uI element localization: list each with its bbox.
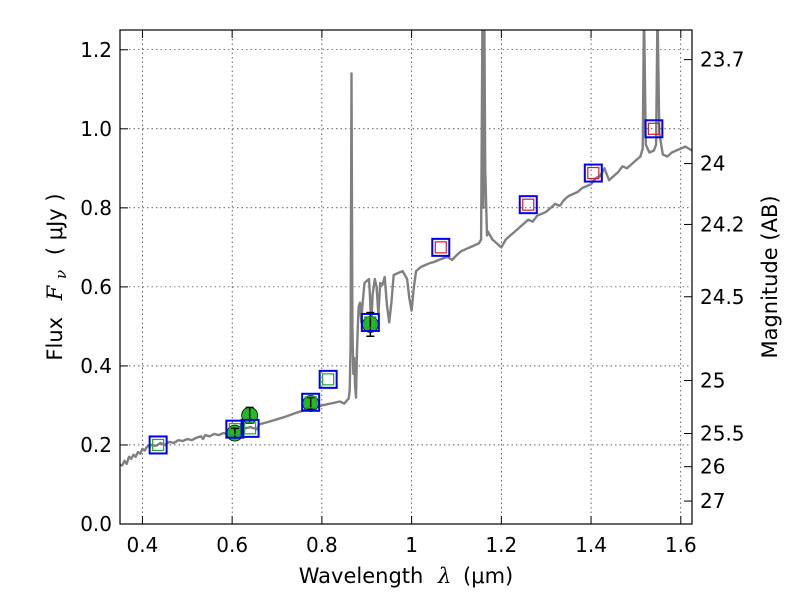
synthetic-photometry-square [301, 392, 321, 412]
y-tick-label: 1.0 [80, 117, 112, 141]
x-tick-label: 1.2 [485, 533, 517, 557]
synthetic-photometry-inner-square [364, 316, 377, 329]
y2-tick-label: 24 [700, 152, 725, 176]
x-tick-label: 1.4 [575, 533, 607, 557]
x-tick-label: 0.8 [306, 533, 338, 557]
y2-tick-label: 23.7 [700, 48, 745, 72]
synthetic-photometry-inner-square [228, 423, 241, 436]
x-tick-label: 1 [405, 533, 418, 557]
synthetic-photometry-square [644, 119, 664, 139]
y2-tick-label: 24.2 [700, 212, 745, 236]
synthetic-photometry-square [583, 163, 603, 183]
x-tick-label: 0.6 [216, 533, 248, 557]
y2-tick-label: 24.5 [700, 285, 745, 309]
y2-tick-label: 25.5 [700, 421, 745, 445]
x-axis-label: Wavelength λ (μm) [299, 564, 513, 588]
y-tick-label: 0.8 [80, 196, 112, 220]
y-tick-label: 0.0 [80, 512, 112, 536]
y-tick-label: 0.6 [80, 275, 112, 299]
plot-frame [119, 29, 693, 525]
synthetic-photometry-inner-square [522, 198, 535, 211]
synthetic-photometry-inner-square [304, 396, 317, 409]
synthetic-photometry-square [225, 419, 245, 439]
y-tick-label: 0.4 [80, 354, 112, 378]
data-layer [120, 30, 692, 467]
synthetic-photometry-square [318, 369, 338, 389]
synthetic-photometry-square [240, 418, 260, 438]
synthetic-photometry-inner-square [434, 241, 447, 254]
axis-ticks: 0.4 0.6 0.8 1 1.2 1.4 1.6 0.0 0.2 0.4 0.6 0.8 1.0 1.2… [80, 30, 745, 557]
synthetic-photometry-inner-square [587, 166, 600, 180]
synthetic-photometry-inner-square [244, 422, 257, 435]
synthetic-photometry-inner-square [322, 373, 335, 386]
synthetic-photometry-inner-square [152, 438, 165, 452]
y2-axis-label: Magnitude (AB) [758, 195, 782, 358]
x-tick-label: 0.4 [127, 533, 159, 557]
x-tick-label: 1.6 [665, 533, 697, 557]
y2-tick-label: 27 [700, 489, 725, 513]
synthetic-photometry-square [431, 237, 451, 257]
synthetic-photometry-square [518, 195, 538, 215]
synthetic-photometry-inner-square [647, 122, 660, 135]
y-tick-label: 0.2 [80, 433, 112, 457]
synthetic-photometry-square [360, 312, 380, 332]
y2-tick-label: 26 [700, 455, 725, 479]
synthetic-photometry-square [148, 435, 168, 455]
y2-tick-label: 25 [700, 369, 725, 393]
y-tick-label: 1.2 [80, 38, 112, 62]
y-axis-label: Flux F ν ( μJy ) [43, 193, 71, 360]
